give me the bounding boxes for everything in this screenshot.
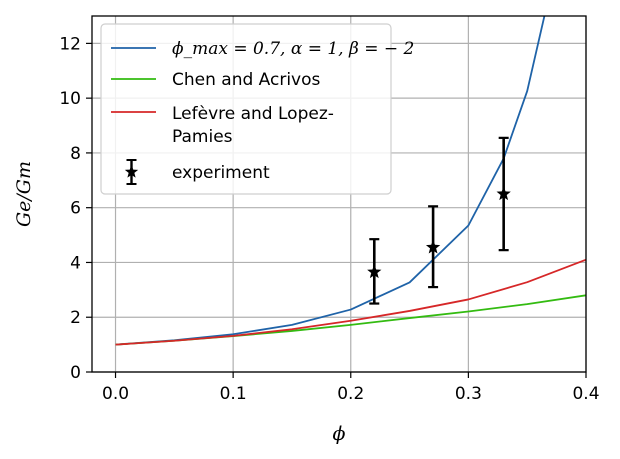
y-tick-label: 2 xyxy=(70,308,81,328)
experiment-layer xyxy=(367,136,511,305)
x-tick-label: 0.2 xyxy=(337,384,364,404)
data-point-star xyxy=(425,239,441,254)
legend-label-lefevre-line1: Lefèvre and Lopez- xyxy=(172,104,334,124)
data-point-star xyxy=(496,186,511,201)
plot-frame xyxy=(91,15,587,373)
data-point-star xyxy=(367,264,382,279)
y-tick-label: 4 xyxy=(70,253,81,273)
series-line-2 xyxy=(115,258,586,346)
y-tick-label: 0 xyxy=(70,363,81,383)
legend: ϕ_max = 0.7, α = 1, β = − 2 Chen and Acri… xyxy=(100,23,414,195)
legend-label-lefevre-line2: Pamies xyxy=(172,127,233,147)
axes: 0.0 0.1 0.2 0.3 0.4 0 2 4 6 8 10 12 ϕ Ge/Gm xyxy=(13,15,600,445)
x-tick-label: 0.3 xyxy=(455,384,482,404)
series-line-0 xyxy=(115,16,546,346)
y-axis-label: Ge/Gm xyxy=(13,161,35,227)
legend-box xyxy=(100,23,392,195)
legend-label-chen-acrivos: Chen and Acrivos xyxy=(172,70,321,90)
y-tick-label: 12 xyxy=(59,34,81,54)
series-layer xyxy=(115,16,586,346)
x-tick-label: 0.1 xyxy=(220,384,247,404)
x-tick-label: 0.4 xyxy=(572,384,599,404)
x-tick-label: 0.0 xyxy=(102,384,129,404)
legend-label-experiment: experiment xyxy=(172,163,270,183)
legend-label-model: ϕ_max = 0.7, α = 1, β = − 2 xyxy=(172,39,414,59)
y-tick-label: 10 xyxy=(59,89,81,109)
x-axis-label: ϕ xyxy=(333,423,346,445)
y-tick-label: 8 xyxy=(70,144,81,164)
y-tick-label: 6 xyxy=(70,199,81,219)
legend-swatch-star xyxy=(124,165,139,178)
